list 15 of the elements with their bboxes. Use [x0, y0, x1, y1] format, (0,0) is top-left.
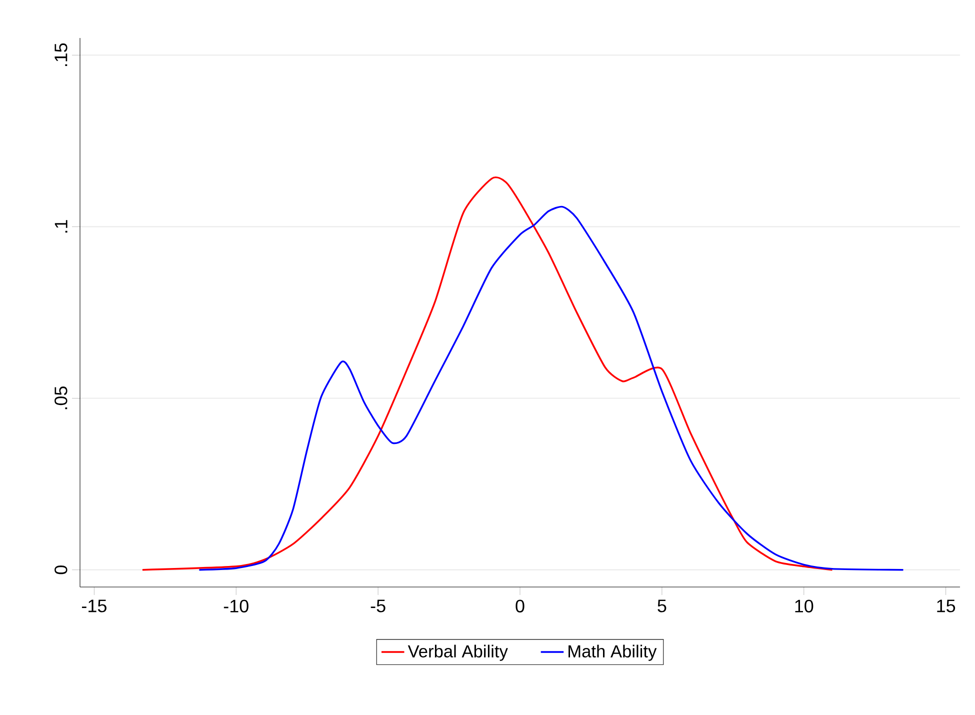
x-tick-label: 5 — [658, 600, 666, 612]
x-tick-label: -15 — [82, 600, 106, 612]
legend-label: Math Ability — [568, 644, 657, 661]
x-tick-label: -5 — [370, 600, 386, 612]
legend-label: Verbal Ability — [408, 644, 508, 661]
y-tick-label: .1 — [54, 220, 68, 233]
x-tick-label: -10 — [224, 600, 248, 612]
x-tick-label: 10 — [795, 600, 814, 612]
line-series — [142, 176, 834, 571]
x-tick-label: 15 — [937, 600, 956, 612]
x-tick-label: 0 — [516, 600, 524, 612]
line-series — [198, 206, 904, 571]
y-tick-label: .05 — [54, 386, 68, 410]
y-tick-label: 0 — [54, 566, 68, 574]
y-tick-label: .15 — [54, 43, 68, 66]
